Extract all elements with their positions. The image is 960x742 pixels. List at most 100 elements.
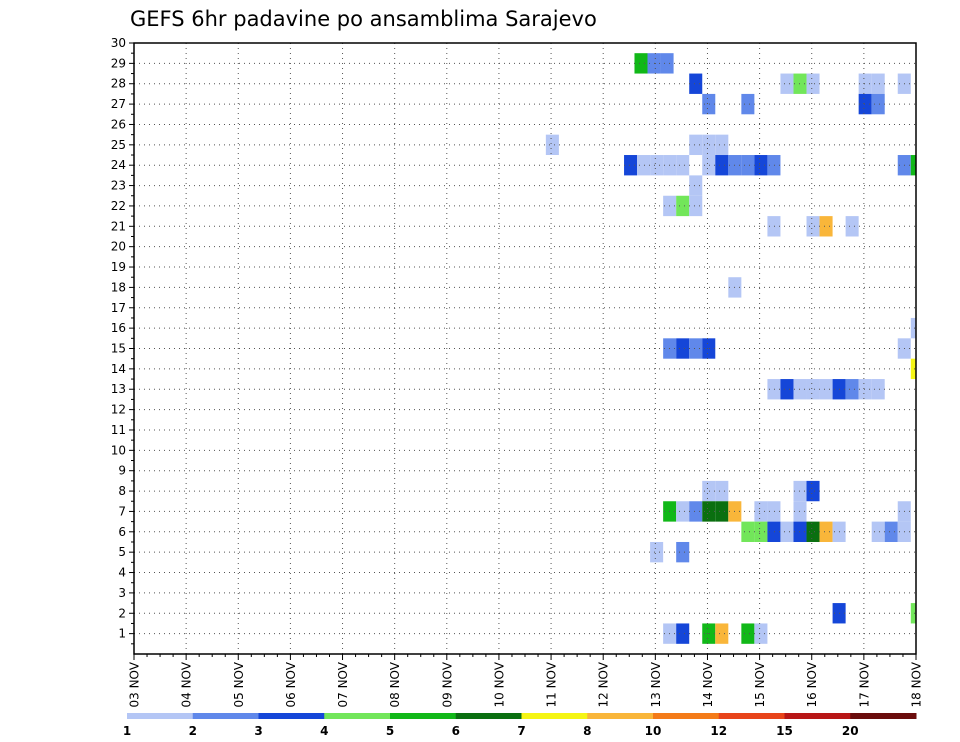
x-tick-label: 04 NOV (180, 661, 194, 707)
y-tick-label: 2 (118, 606, 126, 620)
colorbar-swatch (784, 713, 851, 719)
precip-cell (806, 379, 820, 400)
precip-cell (806, 73, 820, 94)
precip-cell (702, 155, 716, 176)
colorbar-label: 4 (320, 724, 328, 738)
precip-cell (858, 379, 872, 400)
precip-cell (715, 155, 729, 176)
y-tick-label: 9 (118, 464, 126, 478)
precip-cell (806, 521, 820, 542)
x-tick-label: 13 NOV (649, 661, 663, 707)
colorbar-swatch (127, 713, 194, 719)
precip-cell (689, 195, 703, 217)
precip-cell (689, 134, 703, 156)
precip-cell (754, 155, 768, 176)
y-tick-label: 20 (111, 240, 126, 254)
y-tick-label: 25 (111, 138, 126, 152)
x-tick-label: 18 NOV (910, 661, 924, 707)
x-tick-label: 03 NOV (128, 661, 142, 707)
colorbar-swatch (718, 713, 785, 719)
y-tick-label: 4 (118, 566, 126, 580)
y-tick-label: 17 (111, 301, 126, 315)
x-tick-label: 14 NOV (701, 661, 715, 707)
precip-cell (767, 501, 781, 522)
precip-cell (634, 53, 648, 74)
precip-cell (871, 521, 885, 542)
precip-cell (715, 134, 729, 156)
precip-cell (910, 358, 916, 380)
y-tick-label: 8 (118, 484, 126, 498)
y-tick-label: 15 (111, 342, 126, 356)
precip-cell (702, 623, 716, 644)
precip-cell (780, 379, 794, 400)
precip-cell (660, 53, 674, 74)
precip-cell (754, 521, 768, 542)
precip-cell (845, 379, 859, 400)
colorbar-swatch (653, 713, 720, 719)
precip-cell (715, 480, 729, 502)
precip-cell (741, 623, 755, 644)
colorbar-label: 5 (386, 724, 394, 738)
precip-cell (741, 93, 755, 115)
precip-cell (819, 216, 833, 237)
colorbar-label: 2 (189, 724, 197, 738)
precip-cell (767, 521, 781, 542)
y-tick-label: 13 (111, 382, 126, 396)
precip-cell (806, 480, 820, 502)
x-tick-label: 10 NOV (492, 661, 506, 707)
precip-cell (702, 134, 716, 156)
y-tick-label: 10 (111, 443, 126, 457)
colorbar-swatch (850, 713, 917, 719)
precip-cell (702, 501, 716, 522)
precip-cell (767, 216, 781, 237)
precip-cell (754, 501, 768, 522)
precip-cell (845, 216, 859, 237)
precip-cell (715, 623, 729, 644)
precip-cell (741, 521, 755, 542)
precip-cell (624, 155, 638, 176)
precip-cell (676, 155, 690, 176)
precip-cell (780, 73, 794, 94)
precip-cell (910, 603, 916, 624)
precip-cell (884, 521, 898, 542)
y-tick-label: 29 (111, 56, 126, 70)
precip-cell (676, 541, 690, 563)
y-tick-label: 1 (118, 627, 126, 641)
colorbar-label: 15 (776, 724, 793, 738)
precip-cell (793, 480, 807, 502)
precip-cell (793, 379, 807, 400)
colorbar-label: 3 (254, 724, 262, 738)
colorbar-swatch (390, 713, 457, 719)
colorbar-label: 8 (583, 724, 591, 738)
precip-cell (910, 317, 916, 339)
y-tick-label: 24 (111, 158, 126, 172)
colorbar-label: 20 (842, 724, 859, 738)
x-tick-label: 17 NOV (857, 661, 871, 707)
colorbar-label: 12 (710, 724, 727, 738)
precip-cell (676, 501, 690, 522)
colorbar-legend: 1 2 3 4 5 6 7 8 10 12 15 20 (123, 713, 917, 738)
precip-cell (871, 379, 885, 400)
precip-cell (754, 623, 768, 644)
precip-cell (793, 73, 807, 94)
precip-cell (767, 155, 781, 176)
precip-cell (819, 521, 833, 542)
precip-cell (858, 93, 872, 115)
precip-cell (715, 501, 729, 522)
y-tick-label: 6 (118, 525, 126, 539)
precip-cell (871, 93, 885, 115)
precip-cell (545, 134, 559, 156)
x-tick-label: 06 NOV (284, 661, 298, 707)
colorbar-label: 7 (517, 724, 525, 738)
y-tick-label: 12 (111, 403, 126, 417)
precip-cell (702, 93, 716, 115)
precip-cell (689, 73, 703, 94)
x-tick-label: 15 NOV (753, 661, 767, 707)
precip-cell (689, 175, 703, 196)
precip-cell (689, 501, 703, 522)
chart-title: GEFS 6hr padavine po ansamblima Sarajevo (130, 7, 597, 31)
x-tick-label: 09 NOV (440, 661, 454, 707)
y-tick-label: 11 (111, 423, 126, 437)
y-tick-label: 19 (111, 260, 126, 274)
